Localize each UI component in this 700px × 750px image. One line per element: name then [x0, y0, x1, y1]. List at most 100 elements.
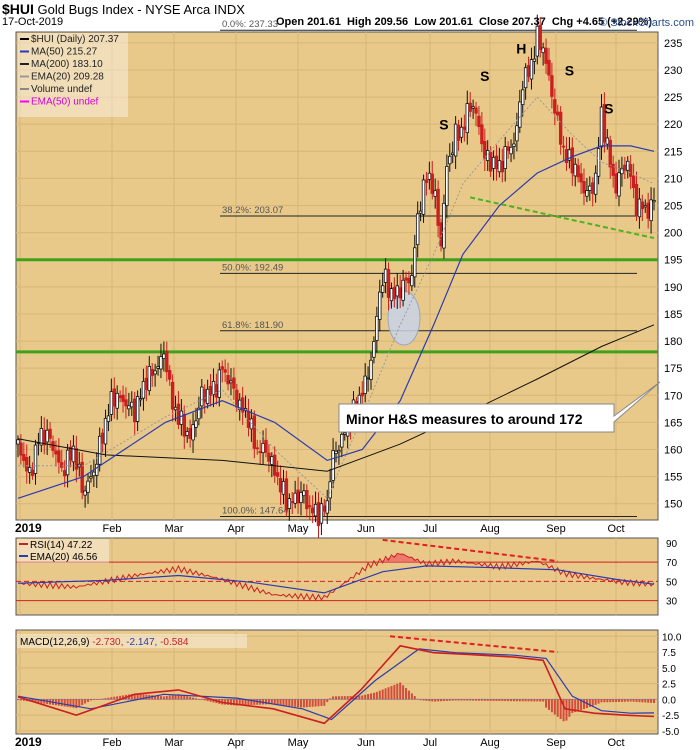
candle-body [159, 356, 163, 370]
candle-body [401, 279, 405, 301]
candle-body [483, 140, 487, 159]
macd-month-label: Oct [607, 737, 624, 749]
macd-histogram-bar [224, 699, 227, 705]
candle-body [308, 505, 312, 508]
macd-histogram-bar [57, 699, 60, 706]
candle-body [596, 148, 601, 177]
candle-body [535, 25, 540, 57]
candle-body [138, 398, 143, 401]
macd-histogram-bar [78, 699, 81, 707]
candle-body [185, 431, 189, 436]
candle-body [165, 350, 169, 373]
annotation-box [338, 381, 661, 433]
index-name: Gold Bugs Index - NYSE Arca INDX [37, 2, 245, 17]
macd-histogram-bar [463, 699, 466, 701]
candle-body [439, 222, 443, 247]
candle-body [421, 179, 426, 215]
macd-month-label: Aug [480, 737, 500, 749]
macd-histogram-bar [311, 699, 314, 707]
macd-histogram-bar [466, 699, 469, 701]
candle-body [591, 182, 595, 194]
candle-body [30, 469, 35, 476]
candle-body [474, 107, 478, 114]
candle-body [275, 472, 280, 477]
macd-histogram-bar [197, 698, 200, 700]
ma200-line [17, 324, 655, 472]
macd-histogram-bar [393, 684, 396, 700]
candle-body [290, 501, 294, 503]
candle-body [588, 185, 592, 191]
rsi-tick-label: 90 [666, 539, 678, 550]
macd-histogram-bar [209, 699, 212, 702]
candle-body [258, 451, 262, 454]
legend-label: EMA(20) 209.28 [31, 72, 104, 83]
macd-month-label: Apr [227, 737, 244, 749]
macd-histogram-bar [95, 699, 98, 700]
macd-histogram-bar [638, 699, 641, 703]
macd-month-label: Mar [165, 737, 184, 749]
candle-body [497, 160, 502, 173]
candle-body [398, 287, 402, 299]
macd-histogram-bar [422, 699, 425, 701]
stockcharts-credit: © StockCharts.com [599, 17, 694, 29]
macd-histogram-bar [530, 699, 533, 702]
macd-histogram-bar [378, 690, 381, 700]
legend-label: EMA(50) undef [31, 97, 98, 108]
candle-body [235, 389, 239, 408]
macd-tick-label: 2.5 [662, 680, 676, 691]
candle-body [631, 175, 636, 189]
macd-histogram-bar [75, 699, 78, 709]
candle-body [582, 180, 586, 194]
macd-histogram-bar [410, 693, 413, 700]
candle-body [369, 359, 373, 380]
price-month-label: Mar [165, 523, 184, 535]
macd-histogram-bar [612, 699, 615, 703]
candle-body [89, 476, 93, 479]
candle-body [500, 160, 504, 173]
macd-legend-part: MACD(12,26,9) [20, 637, 92, 648]
annotation-text: Minor H&S measures to around 172 [346, 411, 583, 427]
price-tick-label: 230 [664, 65, 682, 77]
candle-body [150, 368, 154, 377]
macd-histogram-bar [469, 699, 472, 701]
candle-body [529, 59, 534, 80]
price-month-label: Jul [423, 523, 437, 535]
macd-histogram-bar [434, 699, 437, 702]
macd-histogram-bar [232, 699, 235, 706]
candle-body [494, 155, 499, 170]
candle-body [214, 384, 219, 398]
candle-body [284, 478, 289, 511]
macd-histogram-bar [650, 699, 653, 703]
macd-histogram-bar [267, 699, 270, 705]
candle-body [217, 369, 222, 398]
candle-body [287, 498, 292, 509]
macd-histogram-bar [206, 699, 209, 702]
macd-histogram-bar [358, 695, 361, 700]
macd-histogram-bar [19, 699, 22, 701]
candle-body [97, 435, 102, 465]
macd-histogram-bar [451, 699, 454, 701]
macd-histogram-bar [162, 696, 165, 700]
candle-body [570, 147, 575, 174]
macd-month-label: May [288, 737, 309, 749]
candle-body [22, 454, 26, 461]
macd-histogram-bar [335, 696, 337, 700]
rsi-tick-label: 30 [666, 597, 678, 608]
ohlc-readout: Open 201.61 High 209.56 Low 201.61 Close… [276, 16, 652, 28]
macd-histogram-bar [171, 695, 174, 700]
price-plot-area [15, 31, 659, 521]
price-tick-label: 170 [664, 390, 682, 402]
macd-histogram-bar [428, 699, 431, 702]
macd-histogram-bar [372, 692, 375, 700]
candle-body [637, 198, 642, 218]
macd-histogram-bar [145, 694, 148, 700]
macd-histogram-bar [425, 699, 428, 701]
candle-body [261, 442, 265, 454]
macd-histogram-bar [445, 699, 448, 701]
candle-body [267, 452, 271, 462]
candle-body [337, 449, 341, 453]
candle-body [442, 202, 446, 249]
macd-month-label: 2019 [15, 735, 42, 749]
candle-body [652, 200, 656, 203]
candle-body [74, 448, 79, 470]
